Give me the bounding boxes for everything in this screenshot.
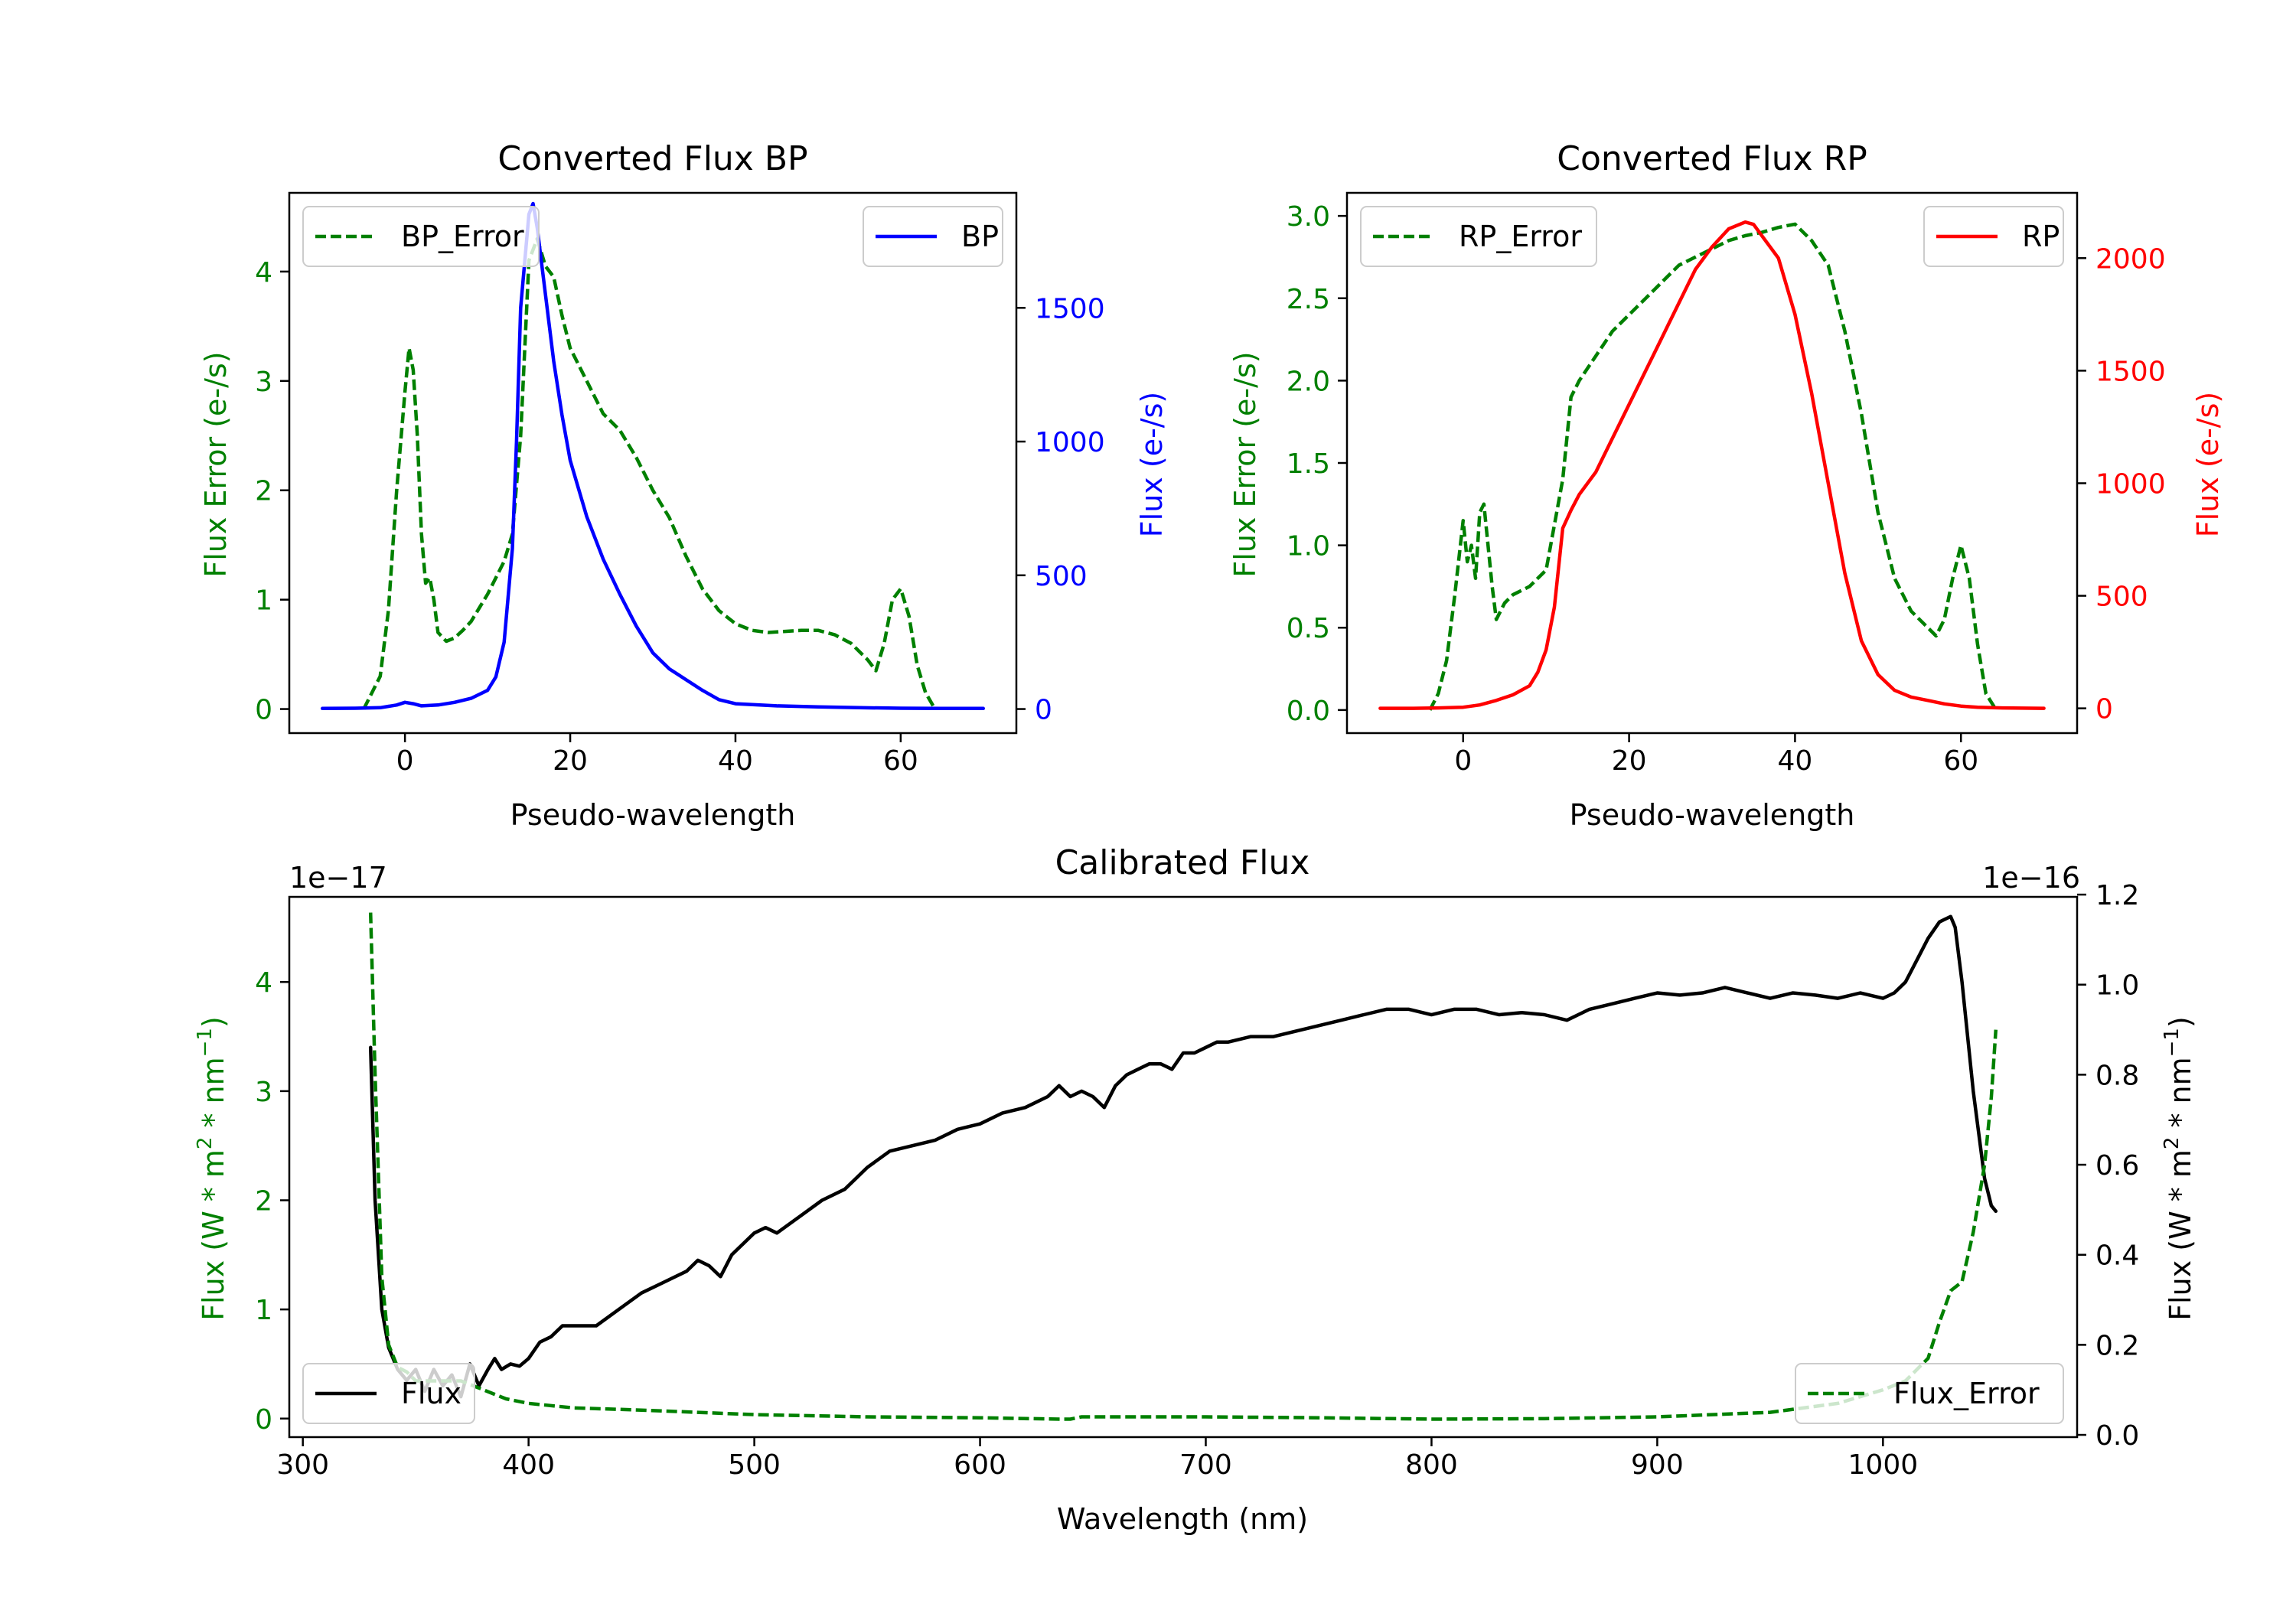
rp-ytick-right-label: 500 <box>2095 582 2148 613</box>
bp-xlabel: Pseudo-wavelength <box>510 798 796 832</box>
bp-xtick-label: 20 <box>553 745 588 777</box>
cal-ytick-left-label: 0 <box>255 1404 272 1436</box>
bp-legend-box <box>302 206 540 267</box>
rp-panel: 0 20 40 60 0.0 0.5 1.0 1.5 2.0 2.5 3.0 0 500 1000 1500… <box>1287 191 2166 777</box>
rp-legend-left: RP_Error <box>1360 206 1597 267</box>
bp-ytick-right-label: 1000 <box>1035 427 1105 458</box>
rp-ytick-left-label: 1.5 <box>1287 448 1330 480</box>
rp-ytick-right-label: 1500 <box>2095 356 2166 387</box>
cal-ytick-left-label: 1 <box>255 1295 272 1326</box>
cal-xlabel: Wavelength (nm) <box>1057 1502 1308 1536</box>
rp-ytick-right-label: 2000 <box>2095 243 2166 275</box>
bp-series-bp-error <box>362 236 935 710</box>
rp-ytick-left-label: 0.5 <box>1287 613 1330 644</box>
rp-xlabel: Pseudo-wavelength <box>1570 798 1855 832</box>
bp-xtick-label: 60 <box>883 745 918 777</box>
rp-ylabel-right: Flux (e-/s) <box>2191 392 2225 537</box>
cal-xtick-label: 1000 <box>1848 1449 1919 1481</box>
bp-legend-right: BP <box>863 206 1003 267</box>
rp-legend-right: RP <box>1923 206 2064 267</box>
rp-ytick-left-label: 3.0 <box>1287 201 1330 233</box>
cal-panel: 300 400 500 600 700 800 900 1000 0 1 2 3 4 0.0 0.2 0.4 0… <box>255 880 2139 1481</box>
cal-ytick-right-label: 0.8 <box>2095 1060 2139 1091</box>
rp-series-rp-error <box>1428 222 1996 711</box>
cal-xtick-label: 800 <box>1405 1449 1458 1481</box>
rp-xtick-label: 20 <box>1612 745 1647 777</box>
cal-legend-right: Flux_Error <box>1795 1363 2064 1424</box>
rp-xtick-label: 0 <box>1454 745 1472 777</box>
rp-ytick-left-label: 2.5 <box>1287 284 1330 315</box>
cal-legend-label: Flux_Error <box>1893 1377 2040 1410</box>
rp-legend-box <box>1360 206 1597 267</box>
bp-ytick-left-label: 0 <box>255 695 272 726</box>
cal-xtick-label: 500 <box>728 1449 781 1481</box>
cal-ytick-right-label: 0.6 <box>2095 1150 2139 1182</box>
cal-legend-label: Flux <box>401 1377 461 1410</box>
bp-ytick-left-label: 3 <box>255 367 272 398</box>
bp-series-bp <box>320 201 986 711</box>
bp-ylabel-left: Flux Error (e-/s) <box>199 351 233 577</box>
bp-title: Converted Flux BP <box>497 139 807 178</box>
cal-xtick-label: 900 <box>1631 1449 1684 1481</box>
cal-ytick-left-label: 2 <box>255 1186 272 1217</box>
cal-ytick-right-label: 0.2 <box>2095 1330 2139 1361</box>
bp-ytick-right-label: 1500 <box>1035 293 1105 324</box>
cal-xtick-label: 700 <box>1179 1449 1232 1481</box>
bp-ylabel-right: Flux (e-/s) <box>1135 392 1169 537</box>
rp-ytick-right-label: 1000 <box>2095 468 2166 500</box>
cal-series-flux <box>368 914 1998 1399</box>
cal-ylabel-left: Flux (W * m2 * nm−1) <box>194 1016 230 1321</box>
bp-legend-label: BP <box>961 220 999 253</box>
cal-offset-right: 1e−16 <box>1982 861 2080 895</box>
cal-ytick-right-label: 0.4 <box>2095 1240 2139 1272</box>
cal-legend-left: Flux <box>302 1363 475 1424</box>
rp-curves <box>1378 220 2046 711</box>
bp-ytick-left-label: 2 <box>255 476 272 507</box>
bp-legend-left: BP_Error <box>302 206 540 267</box>
cal-ytick-left-label: 3 <box>255 1077 272 1108</box>
cal-xtick-label: 400 <box>502 1449 555 1481</box>
cal-ytick-left-label: 4 <box>255 967 272 999</box>
rp-legend-label: RP_Error <box>1459 220 1582 253</box>
cal-ytick-right-label: 1.0 <box>2095 970 2139 1002</box>
rp-ytick-left-label: 0.0 <box>1287 696 1330 727</box>
cal-xtick-label: 600 <box>954 1449 1006 1481</box>
bp-ytick-left-label: 1 <box>255 585 272 617</box>
rp-series-rp <box>1378 220 2046 710</box>
rp-ytick-left-label: 2.0 <box>1287 366 1330 397</box>
bp-xtick-label: 0 <box>396 745 414 777</box>
rp-xtick-label: 60 <box>1943 745 1978 777</box>
bp-axes-frame <box>288 191 1018 735</box>
bp-legend-label: BP_Error <box>401 220 524 253</box>
bp-curves <box>320 201 986 711</box>
cal-ytick-right-label: 0.0 <box>2095 1420 2139 1452</box>
cal-offset-left: 1e−17 <box>289 861 387 895</box>
rp-xtick-label: 40 <box>1778 745 1813 777</box>
rp-legend-label: RP <box>2022 220 2060 253</box>
cal-ytick-right-label: 1.2 <box>2095 880 2139 911</box>
bp-xtick-label: 40 <box>718 745 753 777</box>
bp-ytick-left-label: 4 <box>255 257 272 288</box>
cal-xtick-label: 300 <box>276 1449 329 1481</box>
cal-axes-frame <box>288 895 2079 1439</box>
cal-title: Calibrated Flux <box>1055 843 1310 882</box>
rp-ylabel-left: Flux Error (e-/s) <box>1228 351 1262 577</box>
cal-legend-box <box>1795 1363 2064 1424</box>
cal-legend-box <box>302 1363 475 1424</box>
cal-ylabel-right: Flux (W * m2 * nm−1) <box>2161 1016 2197 1321</box>
rp-title: Converted Flux RP <box>1557 139 1867 178</box>
bp-ytick-right-label: 0 <box>1035 695 1052 726</box>
bp-ytick-right-label: 500 <box>1035 561 1088 592</box>
rp-ytick-left-label: 1.0 <box>1287 531 1330 562</box>
rp-ytick-right-label: 0 <box>2095 694 2113 725</box>
